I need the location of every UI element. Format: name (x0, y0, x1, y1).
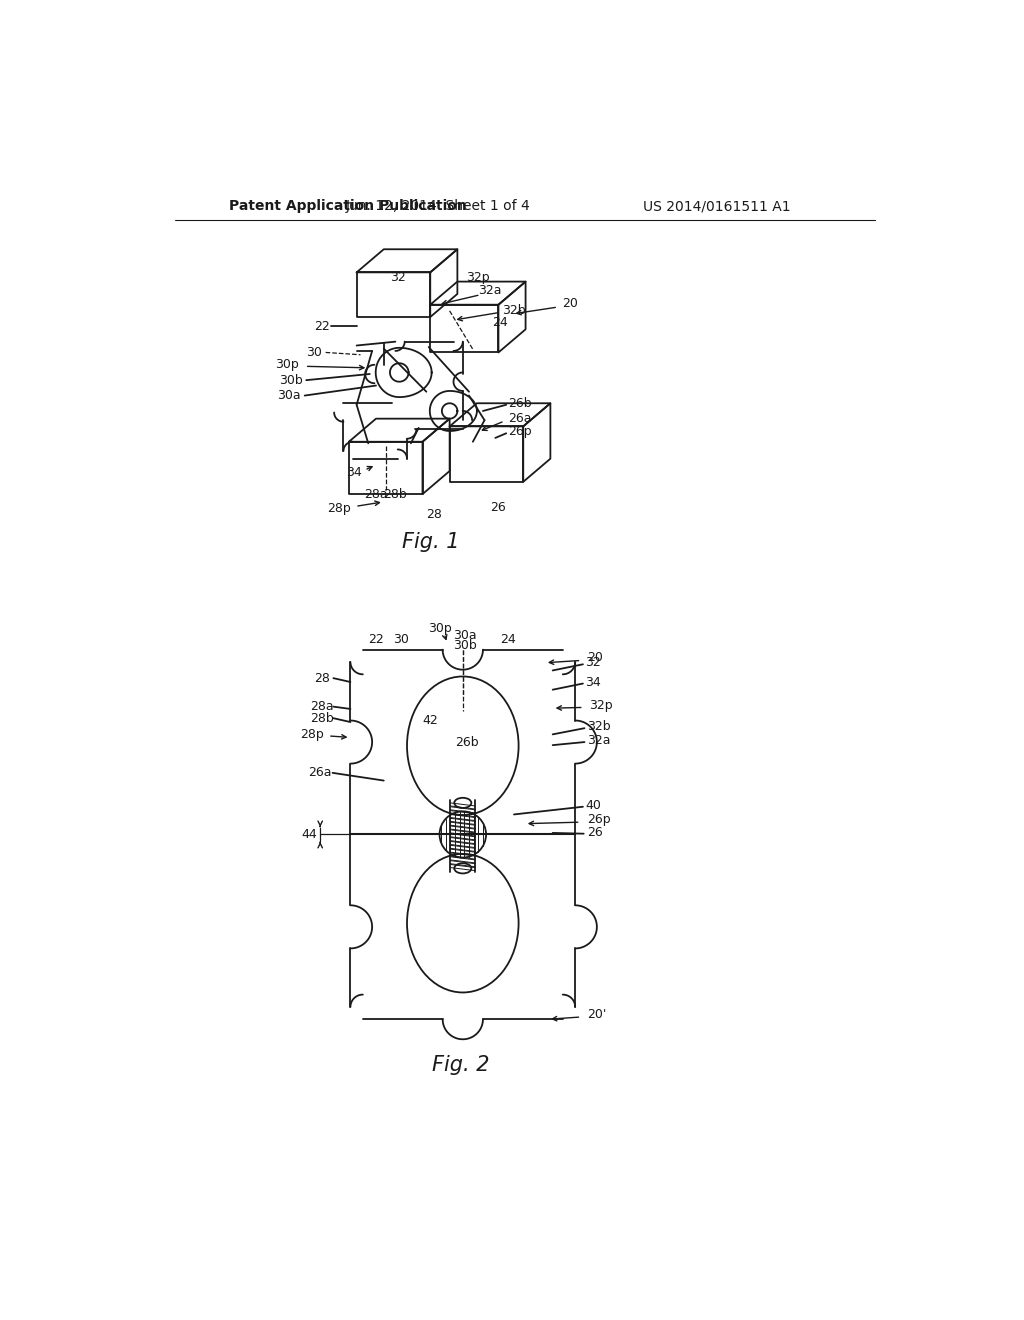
Text: 28a: 28a (310, 700, 334, 713)
Text: Fig. 1: Fig. 1 (401, 532, 459, 552)
Text: 32a: 32a (478, 284, 502, 297)
Text: 28p: 28p (327, 502, 350, 515)
Text: 32b: 32b (587, 721, 610, 733)
Text: 30a: 30a (454, 630, 477, 643)
Text: 32b: 32b (503, 304, 526, 317)
Text: 22: 22 (314, 319, 330, 333)
Text: 26: 26 (490, 500, 506, 513)
Text: US 2014/0161511 A1: US 2014/0161511 A1 (643, 199, 791, 213)
Text: 32a: 32a (587, 734, 610, 747)
Text: 32: 32 (586, 656, 601, 669)
Text: 28a: 28a (365, 488, 388, 502)
Text: 26b: 26b (508, 397, 531, 409)
Text: 24: 24 (500, 634, 516, 647)
Text: 26p: 26p (587, 813, 610, 825)
Text: 20: 20 (587, 651, 603, 664)
Text: 30a: 30a (278, 389, 301, 403)
Text: 24: 24 (493, 315, 508, 329)
Text: Fig. 2: Fig. 2 (432, 1056, 490, 1076)
Text: 40: 40 (586, 799, 601, 812)
Text: 28p: 28p (301, 727, 325, 741)
Text: 26a: 26a (508, 412, 531, 425)
Text: 32p: 32p (467, 271, 490, 284)
Text: 28b: 28b (384, 488, 408, 502)
Text: Jun. 12, 2014  Sheet 1 of 4: Jun. 12, 2014 Sheet 1 of 4 (346, 199, 530, 213)
Text: 30: 30 (306, 346, 322, 359)
Text: 34: 34 (586, 676, 601, 689)
Text: 20: 20 (562, 297, 578, 310)
Text: 26p: 26p (508, 425, 531, 438)
Text: 30p: 30p (428, 622, 453, 635)
Text: 28: 28 (426, 508, 442, 520)
Text: 32p: 32p (589, 698, 612, 711)
Text: 28b: 28b (310, 711, 334, 725)
Text: 26: 26 (587, 825, 602, 838)
Text: 34: 34 (346, 466, 362, 479)
Text: Patent Application Publication: Patent Application Publication (228, 199, 467, 213)
Text: 30p: 30p (275, 358, 299, 371)
Text: 44: 44 (301, 828, 317, 841)
Text: 30b: 30b (279, 374, 303, 387)
Text: 32: 32 (390, 271, 406, 284)
Text: 42: 42 (422, 714, 438, 727)
Text: 26b: 26b (455, 735, 478, 748)
Text: 30: 30 (393, 634, 409, 647)
Text: 26a: 26a (308, 767, 332, 779)
Text: 30b: 30b (454, 639, 477, 652)
Text: 22: 22 (368, 634, 384, 647)
Text: 28: 28 (313, 672, 330, 685)
Text: 20': 20' (587, 1008, 606, 1022)
